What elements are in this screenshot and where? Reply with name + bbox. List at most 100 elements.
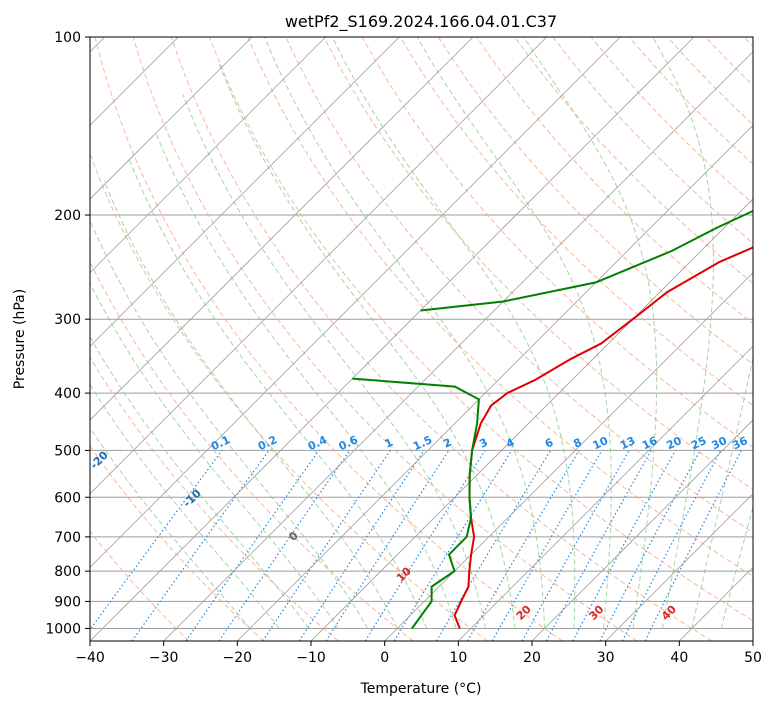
dry-adiabat [90,445,264,641]
moist-adiabats [90,37,753,629]
y-axis-label: Pressure (hPa) [12,289,28,389]
moist-adiabat [720,505,753,629]
isotherm [458,345,753,641]
isotherm [752,640,753,641]
mixing-ratio-line [325,450,450,641]
y-axis: 100 200 300 400 500 600 700 800 900 1000 [45,30,90,637]
x-tick-label: 20 [523,650,541,666]
moist-adiabat [90,383,280,629]
dry-adiabat-label: 30 [586,603,606,623]
y-tick-label: 800 [54,564,81,580]
dewpoint-line [352,377,480,630]
mixing-ratio-line [218,450,351,641]
mixing-ratio-line [435,450,552,641]
isotherm [90,37,547,495]
y-tick-label: 300 [54,312,81,328]
dry-adiabat [209,37,753,622]
mixing-ratio-label: 4 [504,436,517,451]
y-tick-label: 500 [54,443,81,459]
mixing-ratio-lines [90,450,743,641]
dry-adiabat [94,37,563,641]
dry-adiabat [90,260,414,641]
dewpoint-upper-line [420,209,753,312]
mixing-ratio-label: 3 [477,436,489,451]
x-axis-label: Temperature (°C) [360,681,482,697]
mixing-ratio-line [298,450,425,641]
mixing-ratio-label: 13 [618,434,637,452]
y-tick-label: 100 [54,30,81,46]
moist-adiabat [217,61,516,629]
mixing-ratio-label: 16 [640,434,660,452]
dry-adiabat [285,37,753,534]
moist-adiabat [652,37,714,629]
mixing-ratio-line [521,450,630,641]
x-tick-label: −30 [149,650,179,666]
isotherm [90,37,253,200]
dry-adiabat [667,37,753,126]
isotherm [237,124,753,641]
mixing-ratio-line [644,450,743,641]
dry-adiabat [437,37,753,365]
mixing-ratio-line [262,450,391,641]
x-tick-label: −40 [75,650,105,666]
moist-adiabat [90,336,310,629]
moist-adiabat [331,37,576,629]
chart-title: wetPf2_S169.2024.166.04.01.C37 [285,12,557,32]
y-tick-label: 200 [54,208,81,224]
mixing-ratio-line [621,450,722,641]
dry-adiabat [323,37,753,491]
mixing-ratio-label: 30 [710,434,730,452]
mixing-ratio-line [90,450,223,631]
mixing-ratio-line [393,450,513,641]
dry-adiabat-label: 20 [514,603,534,623]
mixing-ratio-line [545,450,652,641]
dry-adiabat [743,37,753,48]
mixing-ratio-label: 36 [730,434,750,452]
isotherm [90,37,400,347]
mixing-ratio-label: 6 [543,436,556,451]
mixing-ratio-label: 25 [689,434,708,452]
mixing-ratio-label: 2 [441,436,453,451]
y-tick-label: 400 [54,386,81,402]
isotherm [90,37,695,641]
isotherm [90,37,621,568]
x-tick-label: −10 [296,650,326,666]
dry-adiabat [90,356,339,641]
dry-adiabat [90,530,190,641]
dry-adiabat [705,37,753,87]
y-tick-label: 700 [54,530,81,546]
x-tick-label: 50 [744,650,762,666]
x-tick-label: 30 [597,650,615,666]
dry-adiabat [590,37,753,205]
moist-adiabat [90,426,251,629]
isotherm [384,272,753,641]
skewed-isotherms [90,37,753,641]
dry-adiabat [170,37,712,641]
isotherm [90,37,326,274]
plot-frame [89,36,754,642]
dry-adiabat [90,152,488,641]
pressure-gridlines [90,37,753,629]
mixing-ratio-line [599,450,701,641]
dry-adiabat-label: -10 [181,487,204,510]
moist-adiabat [90,219,369,629]
isotherm [531,419,753,641]
isotherm [605,493,753,641]
moist-adiabat [127,157,428,629]
x-tick-label: 0 [380,650,389,666]
moist-adiabat [416,37,612,629]
mixing-ratio-label: 20 [664,434,684,452]
moist-adiabat [691,355,753,629]
dry-adiabat [132,37,638,641]
dry-adiabat-label: -20 [88,448,111,471]
moist-adiabat [155,132,457,629]
y-tick-label: 600 [54,490,81,506]
isotherm [679,566,753,641]
x-tick-label: 10 [449,650,467,666]
plot-area: 0.10.20.40.611.52346810131620253036-100-… [88,37,753,641]
profile-lines [352,209,753,630]
moist-adiabat [103,180,398,629]
x-axis: −40 −30 −20 −10 0 10 20 30 40 50 [75,641,762,666]
mixing-ratio-line [185,450,320,641]
